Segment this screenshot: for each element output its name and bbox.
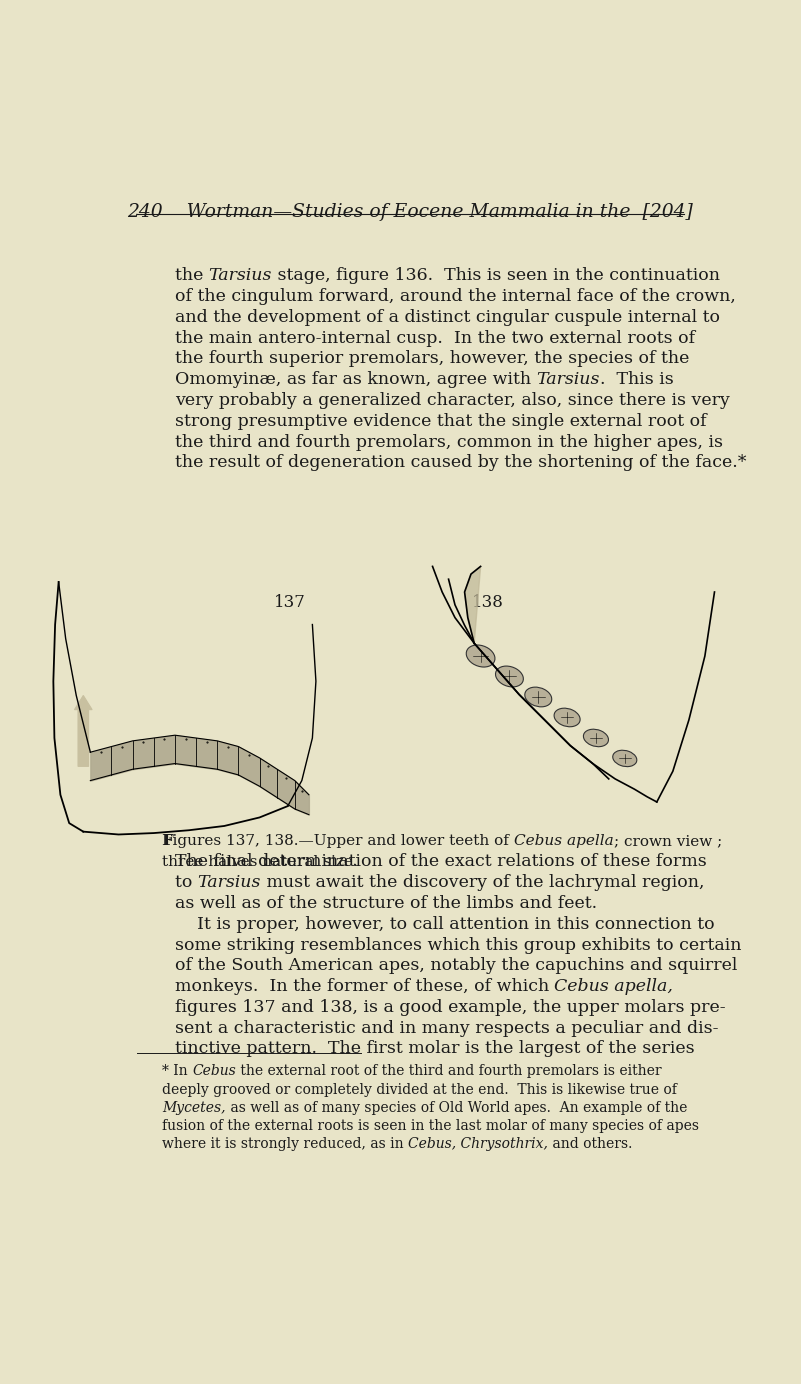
Text: and others.: and others.	[548, 1136, 633, 1151]
Text: the main antero-internal cusp.  In the two external roots of: the main antero-internal cusp. In the tw…	[175, 329, 694, 346]
Text: figures 137 and 138, is a good example, the upper molars pre-: figures 137 and 138, is a good example, …	[175, 999, 725, 1016]
Ellipse shape	[554, 709, 580, 727]
Text: the third and fourth premolars, common in the higher apes, is: the third and fourth premolars, common i…	[175, 433, 723, 451]
Text: the result of degeneration caused by the shortening of the face.*: the result of degeneration caused by the…	[175, 454, 746, 472]
Text: Cebus: Cebus	[192, 1064, 236, 1078]
Text: must await the discovery of the lachrymal region,: must await the discovery of the lachryma…	[261, 875, 704, 891]
Ellipse shape	[613, 750, 637, 767]
Text: tinctive pattern.  The first molar is the largest of the series: tinctive pattern. The first molar is the…	[175, 1041, 694, 1057]
Text: sent a characteristic and in many respects a peculiar and dis-: sent a characteristic and in many respec…	[175, 1020, 718, 1037]
Polygon shape	[465, 566, 481, 644]
Text: fusion of the external roots is seen in the last molar of many species of apes: fusion of the external roots is seen in …	[162, 1118, 699, 1132]
Text: F: F	[162, 835, 173, 848]
Text: Mycetes,: Mycetes,	[162, 1100, 226, 1114]
Text: the fourth superior premolars, however, the species of the: the fourth superior premolars, however, …	[175, 350, 689, 367]
Text: Omomyinæ, as far as known, agree with: Omomyinæ, as far as known, agree with	[175, 371, 536, 389]
Text: * In: * In	[162, 1064, 192, 1078]
Ellipse shape	[525, 686, 552, 707]
Text: to: to	[175, 875, 198, 891]
Ellipse shape	[466, 645, 495, 667]
Text: of the South American apes, notably the capuchins and squirrel: of the South American apes, notably the …	[175, 958, 737, 974]
Text: some striking resemblances which this group exhibits to certain: some striking resemblances which this gr…	[175, 937, 741, 954]
Text: strong presumptive evidence that the single external root of: strong presumptive evidence that the sin…	[175, 412, 706, 430]
Text: the external root of the third and fourth premolars is either: the external root of the third and fourt…	[236, 1064, 662, 1078]
Text: .  This is: . This is	[600, 371, 674, 389]
FancyArrow shape	[74, 696, 92, 767]
Text: deeply grooved or completely divided at the end.  This is likewise true of: deeply grooved or completely divided at …	[162, 1082, 677, 1096]
Text: 137: 137	[273, 595, 305, 612]
Text: Tarsius: Tarsius	[536, 371, 600, 389]
Text: Figures 137, 138.—Upper and lower teeth of: Figures 137, 138.—Upper and lower teeth …	[162, 835, 514, 848]
Text: Tarsius: Tarsius	[198, 875, 261, 891]
Ellipse shape	[496, 666, 523, 686]
Text: Tarsius: Tarsius	[208, 267, 272, 284]
Text: 240    Wortman—Studies of Eocene Mammalia in the  [204]: 240 Wortman—Studies of Eocene Mammalia i…	[127, 203, 694, 221]
Text: very probably a generalized character, also, since there is very: very probably a generalized character, a…	[175, 392, 730, 410]
Ellipse shape	[583, 729, 609, 747]
Text: Cebus, Chrysothrix,: Cebus, Chrysothrix,	[409, 1136, 548, 1151]
Text: Cebus apella,: Cebus apella,	[554, 978, 674, 995]
Text: Cebus apella: Cebus apella	[514, 835, 614, 848]
Text: It is proper, however, to call attention in this connection to: It is proper, however, to call attention…	[175, 916, 714, 933]
Text: as well as of the structure of the limbs and feet.: as well as of the structure of the limbs…	[175, 895, 597, 912]
Text: three halves natural size.: three halves natural size.	[162, 855, 358, 869]
Text: stage, figure 136.  This is seen in the continuation: stage, figure 136. This is seen in the c…	[272, 267, 720, 284]
Text: 138: 138	[472, 595, 504, 612]
Text: The final determination of the exact relations of these forms: The final determination of the exact rel…	[175, 854, 706, 871]
Text: of the cingulum forward, around the internal face of the crown,: of the cingulum forward, around the inte…	[175, 288, 735, 304]
Text: the: the	[175, 267, 208, 284]
Text: as well as of many species of Old World apes.  An example of the: as well as of many species of Old World …	[226, 1100, 687, 1114]
Text: monkeys.  In the former of these, of which: monkeys. In the former of these, of whic…	[175, 978, 554, 995]
Text: where it is strongly reduced, as in: where it is strongly reduced, as in	[162, 1136, 409, 1151]
Text: ; crown view ;: ; crown view ;	[614, 835, 722, 848]
Text: and the development of a distinct cingular cuspule internal to: and the development of a distinct cingul…	[175, 309, 719, 325]
